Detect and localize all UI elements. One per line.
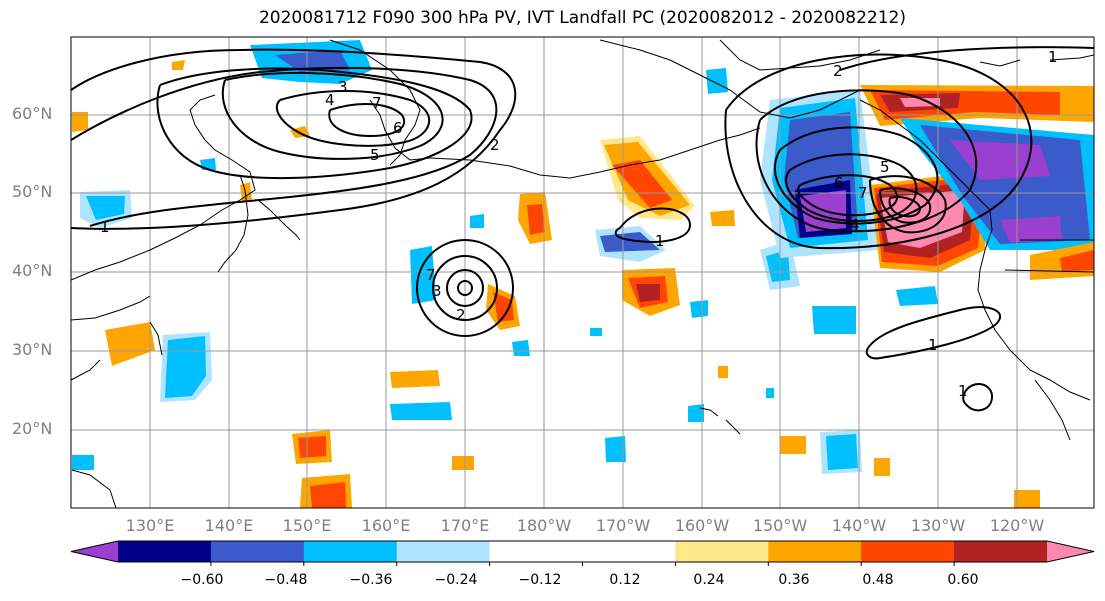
coastlines bbox=[71, 39, 1094, 508]
contour-label: 7 bbox=[858, 184, 868, 202]
contour-label: 2 bbox=[490, 136, 500, 154]
contour-label: 1 bbox=[928, 336, 938, 354]
colorbar-tick-label: 0.36 bbox=[778, 572, 810, 588]
lon-label: 120°W bbox=[989, 516, 1045, 535]
colorbar-tick-label: −0.60 bbox=[180, 572, 224, 588]
colorbar-segment bbox=[210, 541, 305, 562]
contour-label: 7 bbox=[372, 94, 382, 112]
lon-label: 160°E bbox=[361, 516, 411, 535]
lon-label: 150°E bbox=[282, 516, 332, 535]
lon-label: 130°E bbox=[125, 516, 175, 535]
lat-label: 20°N bbox=[12, 419, 53, 438]
contour-label: 1 bbox=[958, 382, 968, 400]
colorbar-tick-label: 0.60 bbox=[947, 572, 979, 588]
colorbar-tick-label: −0.24 bbox=[434, 572, 478, 588]
contour-label: 1 bbox=[1048, 48, 1058, 66]
contour-label: 4 bbox=[850, 216, 860, 234]
lon-label: 150°W bbox=[752, 516, 808, 535]
contour-label: 6 bbox=[393, 119, 403, 137]
ivt-contours bbox=[71, 46, 1094, 412]
lat-label: 60°N bbox=[12, 104, 53, 123]
colorbar-outline bbox=[70, 540, 1095, 563]
contour-label: 4 bbox=[325, 91, 335, 109]
contour-label: 3 bbox=[432, 282, 442, 300]
lon-label: 170°W bbox=[595, 516, 651, 535]
colorbar-tick-label: −0.36 bbox=[349, 572, 393, 588]
colorbar-tick-label: −0.12 bbox=[518, 572, 562, 588]
lon-label: 130°W bbox=[910, 516, 966, 535]
colorbar-segment bbox=[118, 541, 212, 562]
lat-label: 50°N bbox=[12, 182, 53, 201]
colorbar-extend-high bbox=[1047, 541, 1094, 562]
lon-label: 180°W bbox=[516, 516, 572, 535]
colorbar-segment bbox=[303, 541, 398, 562]
lat-label: 40°N bbox=[12, 261, 53, 280]
map-frame bbox=[70, 36, 1095, 509]
lon-label: 140°W bbox=[831, 516, 887, 535]
contour-label: 5 bbox=[880, 158, 890, 176]
colorbar-segment bbox=[582, 541, 676, 562]
colorbar-segment bbox=[954, 541, 1048, 562]
contour-label: 7 bbox=[426, 266, 436, 284]
contour-label: 6 bbox=[834, 174, 844, 192]
contour-label: 1 bbox=[655, 232, 665, 250]
colorbar-segment bbox=[675, 541, 769, 562]
colorbar-segment bbox=[861, 541, 955, 562]
colorbar-segment bbox=[396, 541, 491, 562]
lon-label: 140°E bbox=[204, 516, 254, 535]
lon-label: 160°W bbox=[674, 516, 730, 535]
lat-label: 30°N bbox=[12, 340, 53, 359]
contour-label: 2 bbox=[456, 306, 466, 324]
colorbar-extend-low bbox=[71, 541, 118, 562]
colorbar-tick-label: 0.48 bbox=[862, 572, 894, 588]
colorbar bbox=[70, 540, 1095, 566]
colorbar-tick-label: −0.48 bbox=[264, 572, 308, 588]
colorbar-segment bbox=[768, 541, 862, 562]
map-title: 2020081712 F090 300 hPa PV, IVT Landfall… bbox=[258, 8, 906, 28]
colorbar-segment bbox=[489, 541, 583, 562]
contour-labels: 1 2 3 4 5 6 7 2 3 7 1 2 6 7 4 5 1 1 1 bbox=[100, 48, 1058, 400]
colorbar-tick-label: 0.12 bbox=[609, 572, 641, 588]
colorbar-tick-label: 0.24 bbox=[693, 572, 725, 588]
contour-label: 2 bbox=[833, 62, 843, 80]
contour-label: 1 bbox=[100, 218, 110, 236]
contour-label: 5 bbox=[370, 146, 380, 164]
contour-label: 3 bbox=[338, 78, 348, 96]
lon-label: 170°E bbox=[440, 516, 490, 535]
